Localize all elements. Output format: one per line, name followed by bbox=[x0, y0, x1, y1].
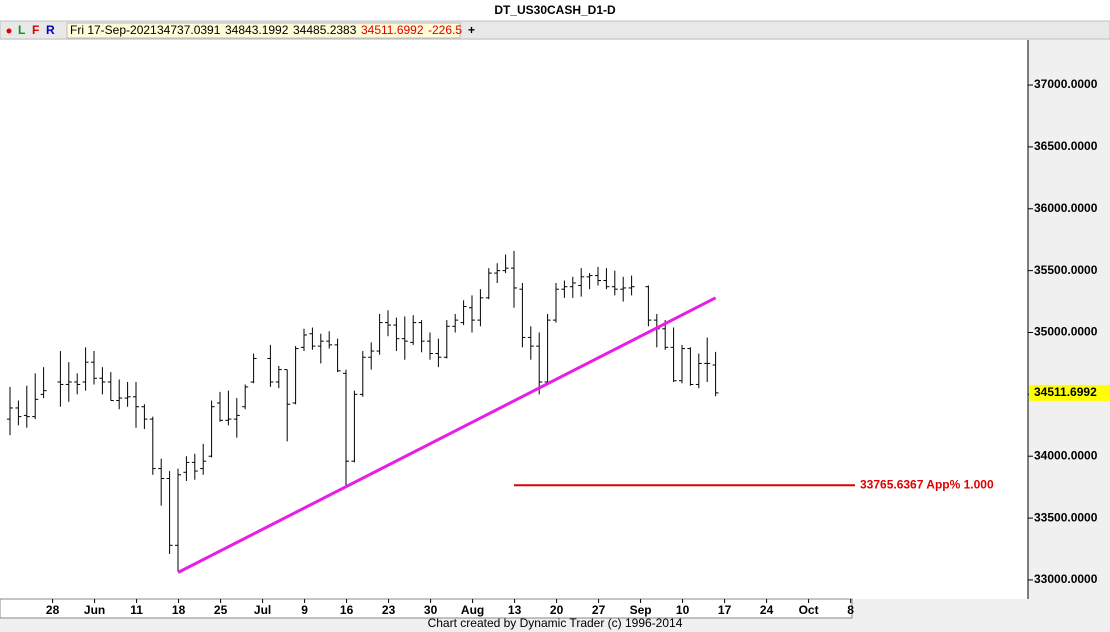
x-tick-label: 13 bbox=[508, 603, 522, 617]
footer: Chart created by Dynamic Trader (c) 1996… bbox=[428, 616, 683, 630]
y-tick-label: 36500.0000 bbox=[1034, 139, 1098, 153]
x-tick-label: 25 bbox=[214, 603, 228, 617]
info-change: -226.5 bbox=[428, 23, 462, 37]
info-low: 34485.2383 bbox=[293, 23, 357, 37]
x-tick-label: 23 bbox=[382, 603, 396, 617]
x-tick-label: 18 bbox=[172, 603, 186, 617]
level-label: 33765.6367 App% 1.000 bbox=[860, 477, 994, 491]
f-button[interactable]: F bbox=[32, 23, 39, 37]
y-tick-label: 35500.0000 bbox=[1034, 263, 1098, 277]
window-title: DT_US30CASH_D1-D bbox=[494, 3, 616, 17]
x-tick-label: 8 bbox=[847, 603, 854, 617]
x-tick-label: 24 bbox=[760, 603, 774, 617]
last-price-label: 34511.6992 bbox=[1034, 385, 1097, 399]
title-bar bbox=[0, 0, 1110, 21]
x-tick-label: 30 bbox=[424, 603, 438, 617]
y-tick-label: 33000.0000 bbox=[1034, 572, 1098, 586]
info-close: 34511.6992 bbox=[361, 23, 424, 37]
y-tick-label: 36000.0000 bbox=[1034, 201, 1098, 215]
x-tick-label: 27 bbox=[592, 603, 606, 617]
x-tick-label: Jul bbox=[254, 603, 271, 617]
x-tick-label: 28 bbox=[46, 603, 60, 617]
last-price-tag bbox=[1029, 384, 1110, 401]
x-tick-label: 10 bbox=[676, 603, 690, 617]
add-button[interactable]: + bbox=[468, 23, 475, 37]
x-tick-label: 11 bbox=[130, 603, 143, 617]
x-tick-label: Sep bbox=[630, 603, 652, 617]
info-high: 34843.1992 bbox=[225, 23, 289, 37]
l-button[interactable]: L bbox=[18, 23, 25, 37]
trendline bbox=[177, 296, 717, 574]
info-box bbox=[66, 22, 461, 39]
plot-area bbox=[0, 40, 1028, 599]
y-tick-label: 33500.0000 bbox=[1034, 510, 1098, 524]
x-tick-label: 17 bbox=[718, 603, 732, 617]
x-tick-label: Aug bbox=[461, 603, 484, 617]
info-date: Fri 17-Sep-2021 bbox=[70, 23, 157, 37]
y-tick-label: 37000.0000 bbox=[1034, 77, 1098, 91]
x-axis-area bbox=[0, 598, 853, 619]
x-tick-label: 20 bbox=[550, 603, 564, 617]
x-tick-label: 9 bbox=[301, 603, 308, 617]
r-button[interactable]: R bbox=[46, 23, 55, 37]
x-tick-label: 16 bbox=[340, 603, 354, 617]
info-open: 34737.0391 bbox=[157, 23, 221, 37]
y-tick-label: 35000.0000 bbox=[1034, 325, 1098, 339]
status-dot bbox=[6, 28, 12, 34]
x-tick-label: Oct bbox=[799, 603, 819, 617]
y-tick-label: 34000.0000 bbox=[1034, 448, 1098, 462]
x-tick-label: Jun bbox=[84, 603, 105, 617]
